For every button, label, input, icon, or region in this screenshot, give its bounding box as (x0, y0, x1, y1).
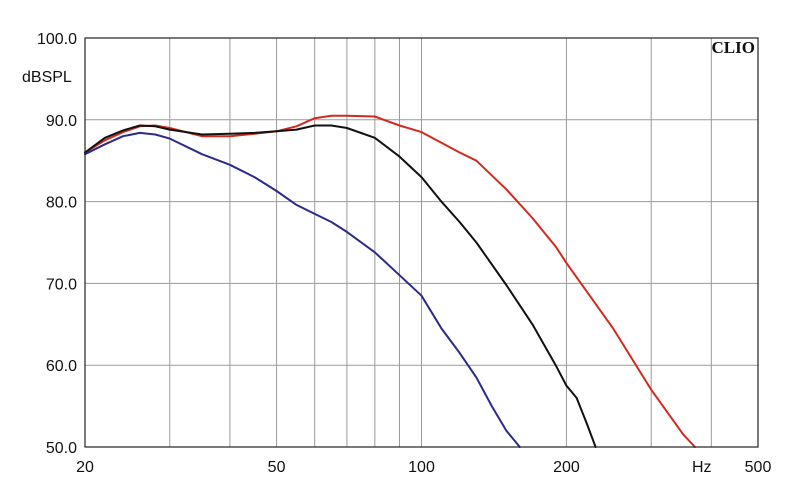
series-line-2 (84, 124, 597, 448)
y-tick-label: 90.0 (46, 113, 77, 130)
x-tick-label: 500 (745, 459, 772, 476)
y-tick-label: 50.0 (46, 440, 77, 457)
y-tick-label: 60.0 (46, 358, 77, 375)
y-tick-label: 80.0 (46, 195, 77, 212)
plot-frame (84, 37, 759, 448)
x-tick-label: 20 (76, 459, 94, 476)
y-tick-label: 70.0 (46, 276, 77, 293)
grid (85, 38, 758, 447)
x-axis-label: Hz (692, 459, 712, 476)
x-tick-label: 50 (268, 459, 286, 476)
brand-label: CLIO (712, 38, 755, 57)
series-line-1 (84, 114, 696, 448)
y-tick-labels: 50.0 60.0 70.0 80.0 90.0 100.0 (37, 31, 77, 457)
x-tick-label: 100 (408, 459, 435, 476)
series-layer (84, 114, 696, 448)
series-line-3 (84, 131, 521, 448)
x-tick-labels: 20 50 100 200 500 (76, 459, 771, 476)
y-axis-label: dBSPL (22, 69, 72, 86)
x-tick-label: 200 (553, 459, 580, 476)
y-tick-label: 100.0 (37, 31, 77, 48)
